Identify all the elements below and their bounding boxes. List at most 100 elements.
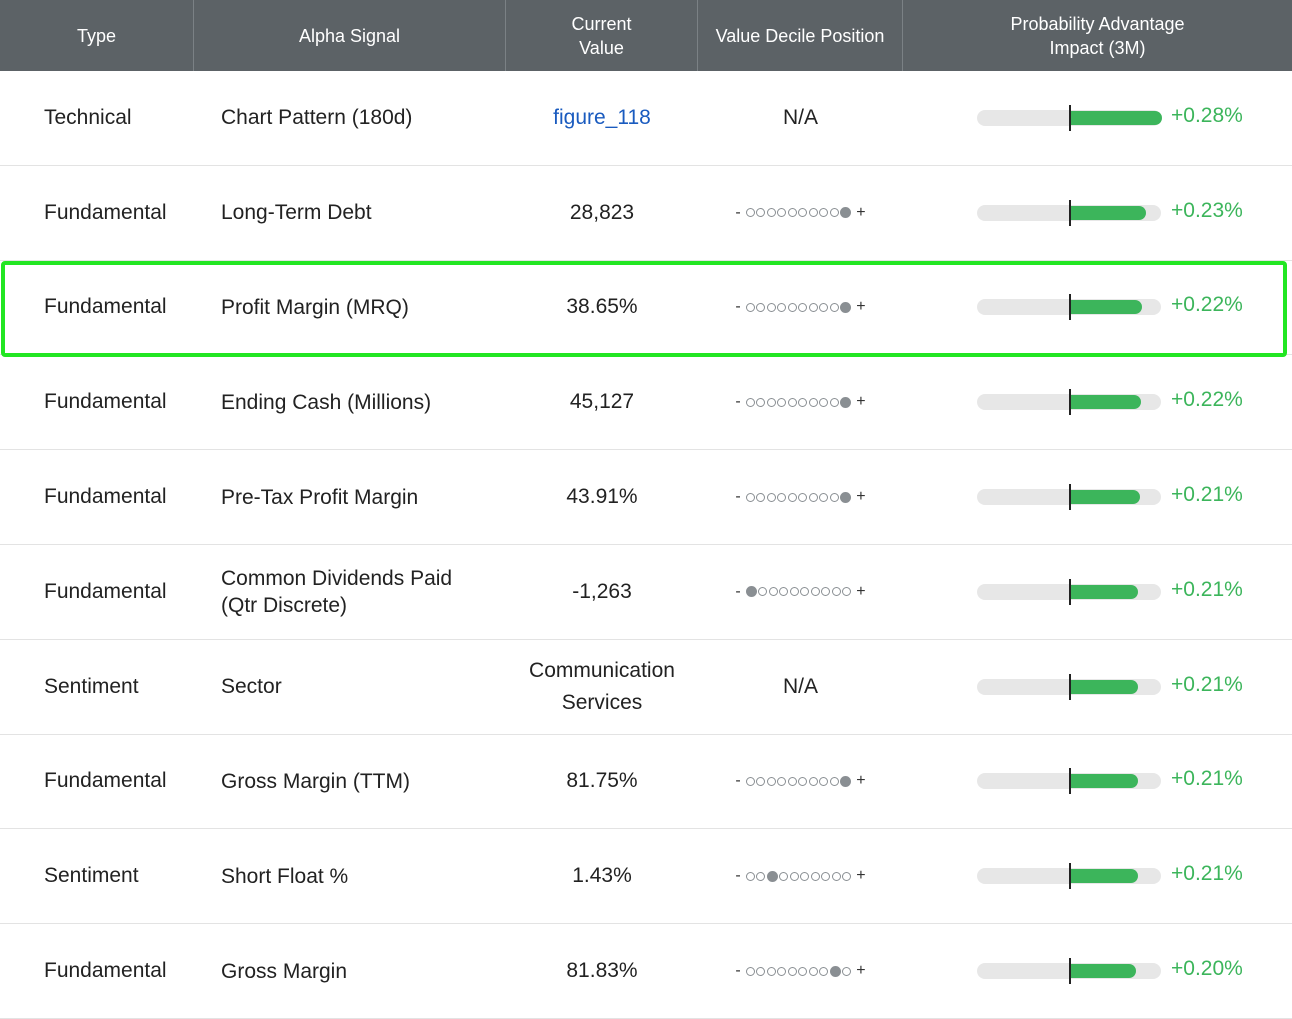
decile-plus: + (856, 298, 866, 316)
decile-dot (829, 492, 839, 502)
impact-value: +0.21% (1171, 862, 1243, 886)
decile-dot (800, 587, 810, 597)
decile-indicator: - + (730, 867, 870, 885)
decile-dot (745, 492, 755, 502)
decile-dot (819, 208, 829, 218)
impact-bar-fill (1070, 584, 1138, 599)
decile-dots (745, 396, 852, 408)
impact-value: +0.22% (1171, 293, 1243, 317)
current-value-text: 81.83% (566, 959, 638, 983)
table-row[interactable]: Sentiment Short Float % 1.43% - + +0.21% (0, 829, 1292, 925)
decile-dot (745, 208, 755, 218)
table-body: Technical Chart Pattern (180d) figure_118 N… (0, 71, 1292, 1019)
alpha-signal-name: Gross Margin (221, 959, 348, 983)
impact-bar-fill (1070, 395, 1141, 410)
impact-bar-track (977, 578, 1161, 605)
decile-dot (787, 397, 797, 407)
decile-indicator: - + (730, 393, 870, 411)
decile-na: N/A (782, 105, 818, 129)
impact-value: +0.22% (1171, 388, 1243, 412)
decile-dot (798, 776, 808, 786)
table-row[interactable]: Fundamental Pre-Tax Profit Margin 43.91% - +… (0, 450, 1292, 545)
decile-dot (777, 208, 787, 218)
impact-bar-track (977, 863, 1161, 890)
alpha-signal-name: Sector (221, 675, 282, 699)
decile-dot (800, 871, 810, 881)
table-row[interactable]: Technical Chart Pattern (180d) figure_118 N… (0, 71, 1292, 166)
probability-advantage: +0.21% (903, 450, 1292, 544)
probability-advantage: +0.21% (903, 545, 1292, 639)
impact-bar-track (977, 958, 1161, 985)
header-probability-advantage[interactable]: Probability Advantage Impact (3M) (1010, 13, 1185, 58)
decile-position: - + (698, 355, 903, 449)
decile-dot (787, 776, 797, 786)
decile-position: N/A (698, 71, 903, 165)
decile-dot-active (840, 396, 852, 408)
decile-dot (798, 397, 808, 407)
current-value-text: -1,263 (572, 579, 632, 603)
table-row[interactable]: Fundamental Ending Cash (Millions) 45,127 -… (0, 355, 1292, 451)
current-value-link[interactable]: figure_118 (553, 105, 651, 129)
impact-bar-fill (1070, 205, 1146, 220)
decile-dot (758, 587, 768, 597)
decile-dot (831, 871, 841, 881)
decile-dot (808, 966, 818, 976)
impact-bar-zero-line (1069, 294, 1071, 321)
header-value-decile-position[interactable]: Value Decile Position (698, 0, 903, 71)
decile-dot-active (840, 491, 852, 503)
table-header: Type Alpha Signal Current Value Value De… (0, 0, 1292, 71)
impact-bar-fill (1070, 679, 1138, 694)
decile-dot (756, 776, 766, 786)
alpha-signal-name: Pre-Tax Profit Margin (221, 485, 419, 509)
decile-dots (745, 301, 852, 313)
decile-dot (819, 776, 829, 786)
alpha-signal-name: Short Float % (221, 864, 349, 888)
decile-dot (808, 397, 818, 407)
impact-bar-fill (1070, 774, 1138, 789)
decile-position: - + (698, 166, 903, 260)
decile-plus: + (856, 488, 866, 506)
signal-type: Sentiment (44, 864, 139, 888)
impact-value: +0.23% (1171, 198, 1243, 222)
probability-advantage: +0.20% (903, 924, 1292, 1018)
decile-indicator: - + (730, 962, 870, 980)
impact-value: +0.28% (1171, 103, 1243, 127)
current-value-text: 38.65% (566, 295, 638, 319)
current-value: 81.75% (506, 735, 698, 829)
impact-bar-group: +0.23% (977, 199, 1243, 226)
impact-bar-fill (1070, 110, 1162, 125)
decile-dot (768, 587, 778, 597)
decile-dot (798, 492, 808, 502)
header-type[interactable]: Type (0, 0, 194, 71)
decile-dot (756, 492, 766, 502)
decile-position: - + (698, 261, 903, 355)
impact-value: +0.21% (1171, 577, 1243, 601)
decile-dot (745, 871, 755, 881)
impact-bar-zero-line (1069, 673, 1071, 700)
header-current-value[interactable]: Current Value (506, 0, 698, 71)
table-row[interactable]: Fundamental Common Dividends Paid (Qtr Di… (0, 545, 1292, 640)
table-row[interactable]: Sentiment Sector Communication Services N/A… (0, 640, 1292, 735)
decile-na: N/A (782, 674, 818, 698)
decile-dot (756, 397, 766, 407)
probability-advantage: +0.22% (903, 261, 1292, 355)
current-value: 28,823 (506, 166, 698, 260)
decile-dot (789, 587, 799, 597)
impact-bar-fill (1070, 300, 1142, 315)
impact-bar-fill (1070, 490, 1140, 505)
decile-dot (777, 397, 787, 407)
table-row[interactable]: Fundamental Long-Term Debt 28,823- + +0.23% (0, 166, 1292, 261)
table-row[interactable]: Fundamental Profit Margin (MRQ) 38.65% - + +0… (0, 261, 1292, 356)
table-row[interactable]: Fundamental Gross Margin (TTM) 81.75% - + +0.… (0, 735, 1292, 830)
impact-bar-group: +0.20% (977, 957, 1243, 985)
decile-dot (787, 302, 797, 312)
decile-minus: - (735, 393, 741, 411)
decile-dot (842, 871, 852, 881)
alpha-signal-name: Gross Margin (TTM) (221, 769, 410, 793)
decile-dot-active (766, 870, 778, 882)
decile-dot (779, 871, 789, 881)
alpha-signal-name: Ending Cash (Millions) (221, 390, 432, 414)
header-alpha-signal[interactable]: Alpha Signal (194, 0, 506, 71)
table-row[interactable]: Fundamental Gross Margin 81.83% - + +0.20% (0, 924, 1292, 1019)
decile-dot (810, 871, 820, 881)
